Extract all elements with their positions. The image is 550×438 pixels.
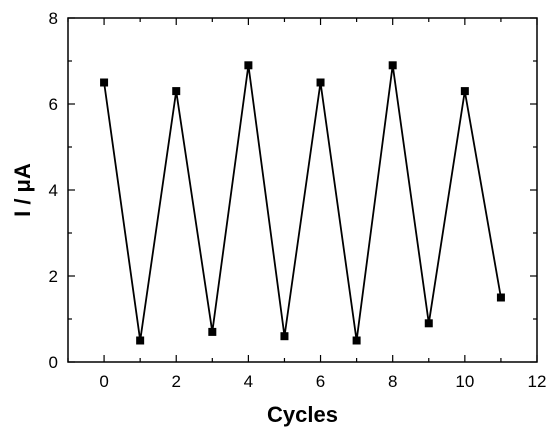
data-point — [208, 327, 217, 336]
x-tick-label: 2 — [171, 372, 180, 391]
x-tick-label: 4 — [244, 372, 253, 391]
data-point — [388, 61, 397, 70]
x-tick-label: 10 — [455, 372, 474, 391]
data-point — [100, 78, 109, 87]
x-tick-label: 0 — [99, 372, 108, 391]
x-axis-title: Cycles — [267, 402, 338, 427]
x-tick-label: 8 — [388, 372, 397, 391]
data-point — [136, 336, 145, 345]
y-tick-label: 4 — [49, 181, 58, 200]
y-tick-label: 2 — [49, 267, 58, 286]
data-point — [496, 293, 505, 302]
y-axis-title: I / μA — [10, 163, 35, 217]
data-point — [424, 319, 433, 328]
data-point — [244, 61, 253, 70]
data-point — [460, 87, 469, 96]
data-point — [352, 336, 361, 345]
y-tick-label: 0 — [49, 353, 58, 372]
plot-area: 0 2 4 6 8 0 2 4 6 8 10 12 — [49, 9, 547, 391]
x-tick-label: 6 — [316, 372, 325, 391]
x-tick-label: 12 — [528, 372, 547, 391]
y-tick-label: 6 — [49, 95, 58, 114]
data-point — [172, 87, 181, 96]
series-line — [103, 65, 502, 341]
data-point — [280, 332, 289, 341]
plot-frame — [67, 17, 538, 363]
data-point — [316, 78, 325, 87]
y-tick-label: 8 — [49, 9, 58, 28]
